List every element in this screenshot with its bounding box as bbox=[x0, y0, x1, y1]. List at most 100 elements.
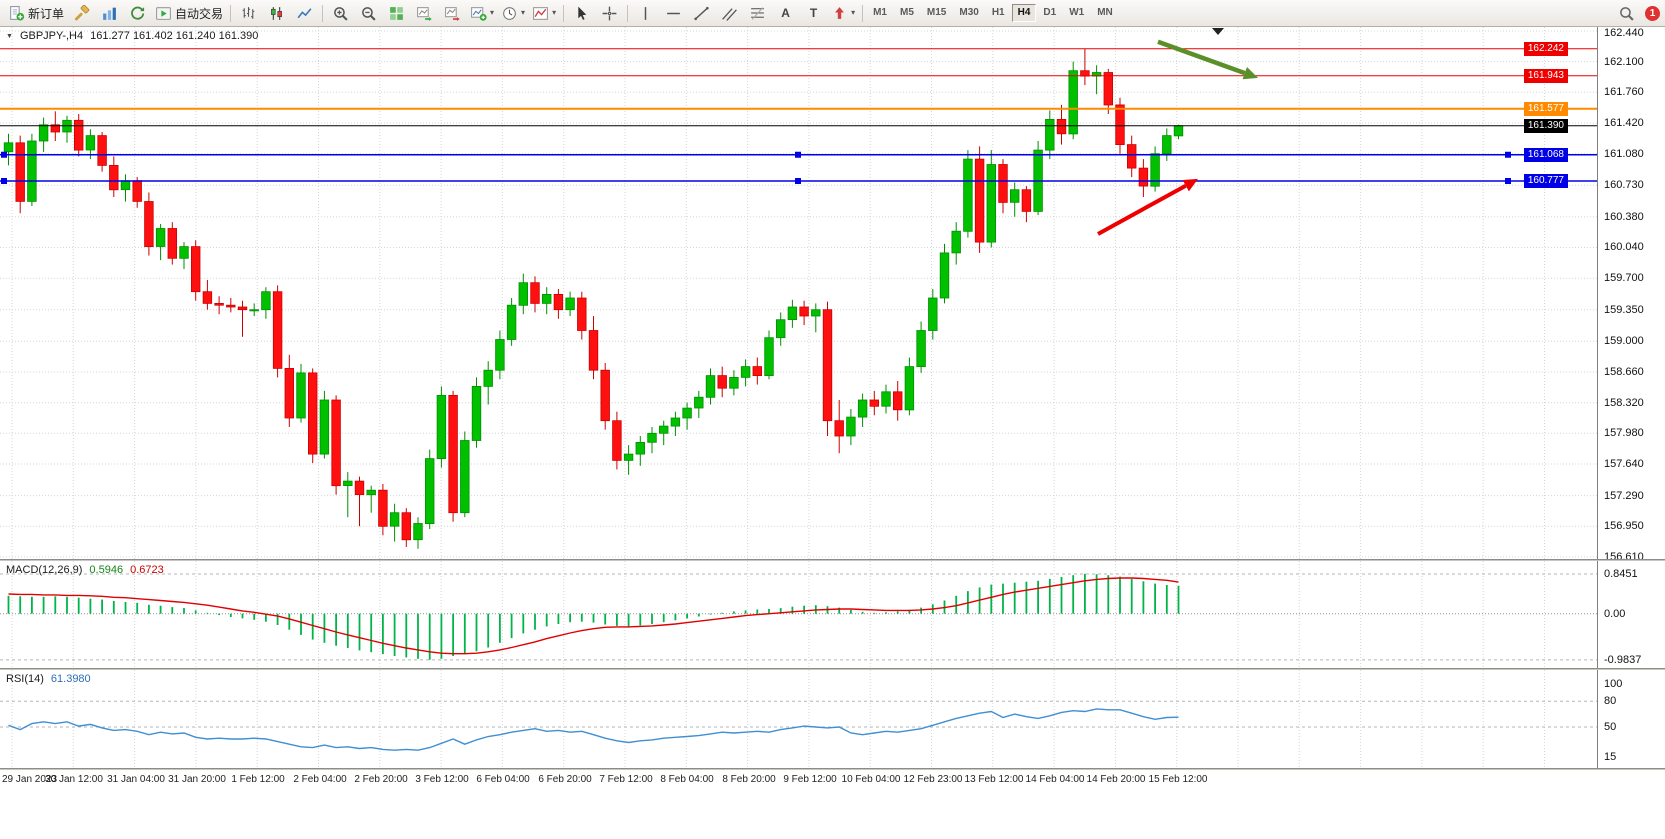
rsi-panel-canvas[interactable] bbox=[0, 670, 1597, 768]
search-button[interactable] bbox=[1613, 2, 1640, 24]
date-tick-label: 31 Jan 04:00 bbox=[107, 774, 165, 785]
horizontal-line-icon bbox=[667, 12, 680, 14]
notification-badge[interactable]: 1 bbox=[1645, 5, 1660, 21]
channel-icon bbox=[722, 7, 737, 21]
timeframe-d1[interactable]: D1 bbox=[1043, 7, 1057, 18]
date-tick-label: 9 Feb 12:00 bbox=[783, 774, 837, 785]
zoom-in-icon bbox=[334, 6, 348, 21]
fibonacci-icon bbox=[751, 6, 764, 20]
chart-shift-icon bbox=[445, 6, 460, 21]
tile-windows-button[interactable] bbox=[383, 2, 410, 24]
tile-windows-icon bbox=[390, 6, 403, 20]
chart-title: ▼ GBPJPY-,H4 161.277 161.402 161.240 161… bbox=[6, 30, 258, 42]
price-tick-label: 159.350 bbox=[1604, 303, 1644, 316]
price-tick-label: 162.440 bbox=[1604, 27, 1644, 39]
collapse-indicator-icon[interactable]: ▼ bbox=[6, 32, 13, 40]
price-line-label: 161.943 bbox=[1523, 69, 1568, 83]
symbol-period-label: GBPJPY-,H4 bbox=[19, 30, 84, 42]
price-tick-label: 160.730 bbox=[1604, 179, 1644, 192]
timeframe-m15[interactable]: M15 bbox=[926, 7, 947, 18]
bar-chart-button[interactable] bbox=[235, 2, 262, 24]
date-tick-label: 13 Feb 12:00 bbox=[964, 774, 1024, 785]
macd-main-value: 0.5946 bbox=[89, 564, 124, 576]
toolbar-separator bbox=[230, 4, 232, 22]
bar-chart-icon bbox=[242, 6, 255, 19]
macd-signal-value: 0.6723 bbox=[130, 564, 164, 576]
new-order-button[interactable]: 新订单 bbox=[5, 2, 67, 24]
date-tick-label: 2 Feb 04:00 bbox=[293, 774, 347, 785]
cursor-icon bbox=[578, 6, 587, 20]
indicators-icon bbox=[533, 6, 548, 20]
rsi-tick-label: 15 bbox=[1604, 751, 1617, 764]
cursor-button[interactable] bbox=[568, 2, 595, 24]
trendline-tool-button[interactable] bbox=[688, 2, 715, 24]
line-chart-icon bbox=[297, 7, 312, 18]
text-tool-button[interactable]: A bbox=[772, 2, 799, 24]
crosshair-icon bbox=[602, 6, 617, 20]
market-watch-button[interactable] bbox=[96, 2, 123, 24]
periods-button[interactable]: ▾ bbox=[498, 2, 528, 24]
timeframe-h1[interactable]: H1 bbox=[991, 7, 1005, 18]
chart-plot[interactable]: ▼ GBPJPY-,H4 161.277 161.402 161.240 161… bbox=[0, 27, 1597, 790]
chart-shift-button[interactable] bbox=[439, 2, 466, 24]
price-tick-label: 161.420 bbox=[1604, 116, 1644, 129]
date-tick-label: 15 Feb 12:00 bbox=[1148, 774, 1208, 785]
date-tick-label: 8 Feb 04:00 bbox=[660, 774, 714, 785]
horizontal-line-tool-button[interactable] bbox=[660, 2, 687, 24]
panel-splitter[interactable] bbox=[0, 768, 1665, 770]
mql-editor-icon bbox=[74, 4, 90, 21]
channel-tool-button[interactable] bbox=[716, 2, 743, 24]
price-line-label: 160.777 bbox=[1523, 174, 1568, 188]
date-tick-label: 6 Feb 20:00 bbox=[538, 774, 592, 785]
zoom-in-button[interactable] bbox=[327, 2, 354, 24]
market-watch-icon bbox=[103, 7, 116, 20]
fibonacci-tool-button[interactable] bbox=[744, 2, 771, 24]
timeframe-m1[interactable]: M1 bbox=[873, 7, 887, 18]
line-chart-button[interactable] bbox=[291, 2, 318, 24]
candle-chart-button[interactable] bbox=[263, 2, 290, 24]
date-tick-label: 31 Jan 20:00 bbox=[168, 774, 226, 785]
arrows-tool-button[interactable]: ▾ bbox=[828, 2, 858, 24]
mql-editor-button[interactable] bbox=[68, 2, 95, 24]
timeframe-m30[interactable]: M30 bbox=[959, 7, 979, 18]
price-tick-label: 156.610 bbox=[1604, 550, 1644, 563]
rsi-name-label: RSI(14) bbox=[6, 673, 44, 685]
crosshair-button[interactable] bbox=[596, 2, 623, 24]
date-tick-label: 12 Feb 23:00 bbox=[903, 774, 963, 785]
chevron-down-icon: ▾ bbox=[552, 8, 557, 17]
toolbar-separator bbox=[862, 4, 864, 22]
timeframe-w1[interactable]: W1 bbox=[1069, 7, 1085, 18]
price-tick-label: 158.660 bbox=[1604, 365, 1644, 378]
autotrading-button[interactable]: 自动交易 bbox=[152, 2, 226, 24]
date-tick-label: 30 Jan 12:00 bbox=[45, 774, 103, 785]
label-tool-button[interactable]: T bbox=[800, 2, 827, 24]
timeframe-h4[interactable]: H4 bbox=[1011, 4, 1037, 22]
new-chart-button[interactable]: ▾ bbox=[467, 2, 497, 24]
panel-splitter[interactable] bbox=[0, 668, 1665, 670]
date-tick-label: 7 Feb 12:00 bbox=[599, 774, 653, 785]
chevron-down-icon: ▾ bbox=[851, 8, 856, 17]
time-axis[interactable]: 29 Jan 2023 30 Jan 12:00 31 Jan 04:00 31 Ja… bbox=[0, 770, 1665, 792]
price-axis[interactable]: 162.440 162.100 161.760 161.420 161.080 160.7… bbox=[1597, 27, 1665, 770]
timeframe-m5[interactable]: M5 bbox=[900, 7, 914, 18]
refresh-button[interactable] bbox=[124, 2, 151, 24]
macd-panel-canvas[interactable] bbox=[0, 561, 1597, 668]
text-tool-icon: A bbox=[781, 6, 790, 20]
autoscroll-button[interactable] bbox=[411, 2, 438, 24]
rsi-tick-label: 100 bbox=[1604, 678, 1623, 690]
new-order-label: 新订单 bbox=[28, 6, 65, 21]
toolbar: 新订单 自动交易 bbox=[0, 0, 1665, 27]
price-tick-label: 157.640 bbox=[1604, 458, 1644, 470]
zoom-out-button[interactable] bbox=[355, 2, 382, 24]
indicators-button[interactable]: ▾ bbox=[529, 2, 559, 24]
price-tick-label: 157.980 bbox=[1604, 427, 1644, 440]
toolbar-separator bbox=[563, 4, 565, 22]
price-tick-label: 156.950 bbox=[1604, 520, 1644, 533]
macd-name-label: MACD(12,26,9) bbox=[6, 564, 83, 576]
timeframe-mn[interactable]: MN bbox=[1097, 7, 1113, 18]
vertical-line-tool-button[interactable] bbox=[632, 2, 659, 24]
macd-title: MACD(12,26,9) 0.5946 0.6723 bbox=[6, 564, 164, 576]
main-chart-canvas[interactable] bbox=[0, 27, 1597, 559]
panel-splitter[interactable] bbox=[0, 559, 1665, 561]
